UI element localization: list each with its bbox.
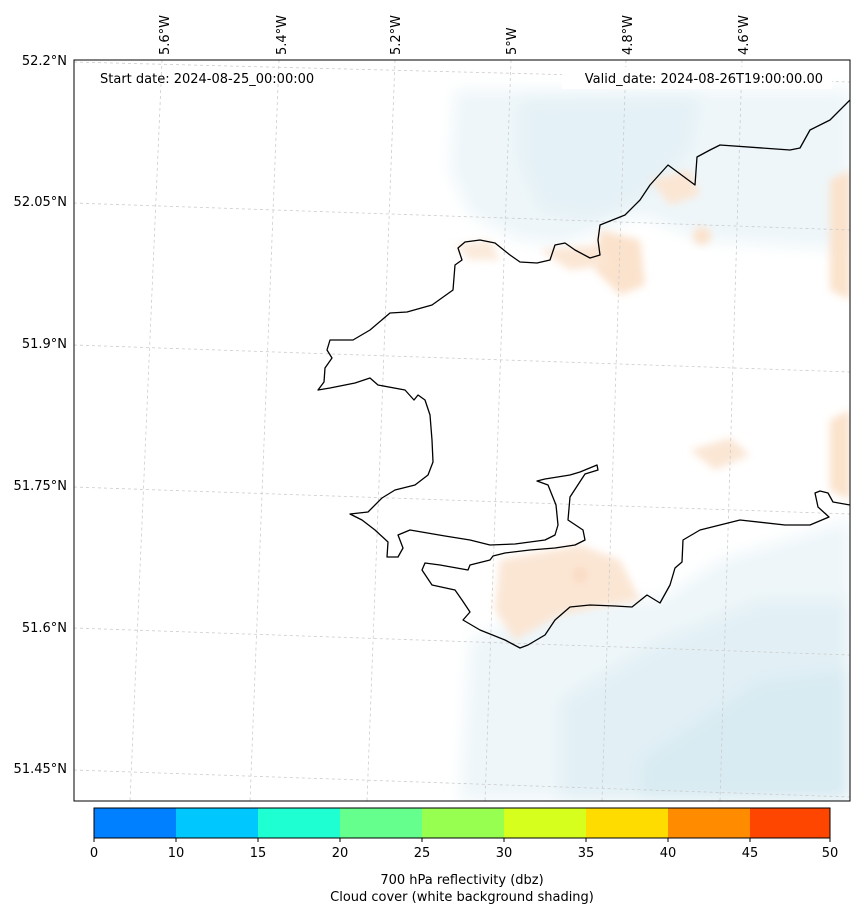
lon-label-5-4w: 5.4°W bbox=[275, 15, 290, 55]
lat-label-51-6n: 51.6°N bbox=[22, 621, 67, 636]
colorbar-seg-10-15 bbox=[176, 808, 258, 838]
lat-label-51-75n: 51.75°N bbox=[14, 479, 67, 494]
colorbar-seg-0-10 bbox=[94, 808, 176, 838]
longitude-labels: 5.6°W 5.4°W 5.2°W 5°W 4.8°W 4.6°W bbox=[158, 15, 752, 55]
colorbar-tick-40: 40 bbox=[660, 846, 677, 861]
colorbar-tick-0: 0 bbox=[90, 846, 98, 861]
colorbar-seg-20-25 bbox=[340, 808, 422, 838]
lat-label-52-05n: 52.05°N bbox=[14, 195, 67, 210]
start-date-label: Start date: 2024-08-25_00:00:00 bbox=[100, 72, 314, 87]
colorbar-border bbox=[93, 807, 831, 839]
colorbar-tick-45: 45 bbox=[742, 846, 759, 861]
colorbar-tick-15: 15 bbox=[250, 846, 267, 861]
cloud-cover-shading bbox=[450, 90, 850, 801]
colorbar-tick-30: 30 bbox=[496, 846, 513, 861]
colorbar-seg-25-30 bbox=[422, 808, 504, 838]
lon-label-5w: 5°W bbox=[505, 27, 520, 55]
colorbar-tick-50: 50 bbox=[822, 846, 839, 861]
lon-label-5-2w: 5.2°W bbox=[389, 15, 404, 55]
latitude-labels: 52.2°N 52.05°N 51.9°N 51.75°N 51.6°N 51.… bbox=[14, 54, 67, 777]
colorbar-seg-45-50 bbox=[750, 808, 830, 838]
lat-label-52-2n: 52.2°N bbox=[22, 54, 67, 69]
lon-label-4-8w: 4.8°W bbox=[621, 15, 636, 55]
coastline-main bbox=[317, 99, 850, 649]
valid-date-backdrop bbox=[562, 67, 832, 89]
lat-label-51-9n: 51.9°N bbox=[22, 337, 67, 352]
colorbar-seg-15-20 bbox=[258, 808, 340, 838]
gridlines bbox=[74, 60, 850, 801]
colorbar-label-line1: 700 hPa reflectivity (dbz) bbox=[380, 873, 543, 888]
colorbar-tick-25: 25 bbox=[414, 846, 431, 861]
colorbar-seg-30-35 bbox=[504, 808, 586, 838]
lat-label-51-45n: 51.45°N bbox=[14, 762, 67, 777]
colorbar-tick-10: 10 bbox=[168, 846, 185, 861]
colorbar-label-line2: Cloud cover (white background shading) bbox=[330, 890, 594, 905]
lon-label-5-6w: 5.6°W bbox=[158, 15, 173, 55]
colorbar: 0 10 15 20 25 30 35 40 45 50 700 hPa ref… bbox=[90, 807, 839, 905]
map-border bbox=[73, 59, 851, 802]
colorbar-seg-35-40 bbox=[586, 808, 668, 838]
coastline bbox=[317, 99, 850, 649]
colorbar-tick-20: 20 bbox=[332, 846, 349, 861]
colorbar-tick-35: 35 bbox=[578, 846, 595, 861]
valid-date-label: Valid_date: 2024-08-26T19:00:00.00 bbox=[585, 72, 823, 87]
lon-label-4-6w: 4.6°W bbox=[737, 15, 752, 55]
colorbar-seg-40-45 bbox=[668, 808, 750, 838]
